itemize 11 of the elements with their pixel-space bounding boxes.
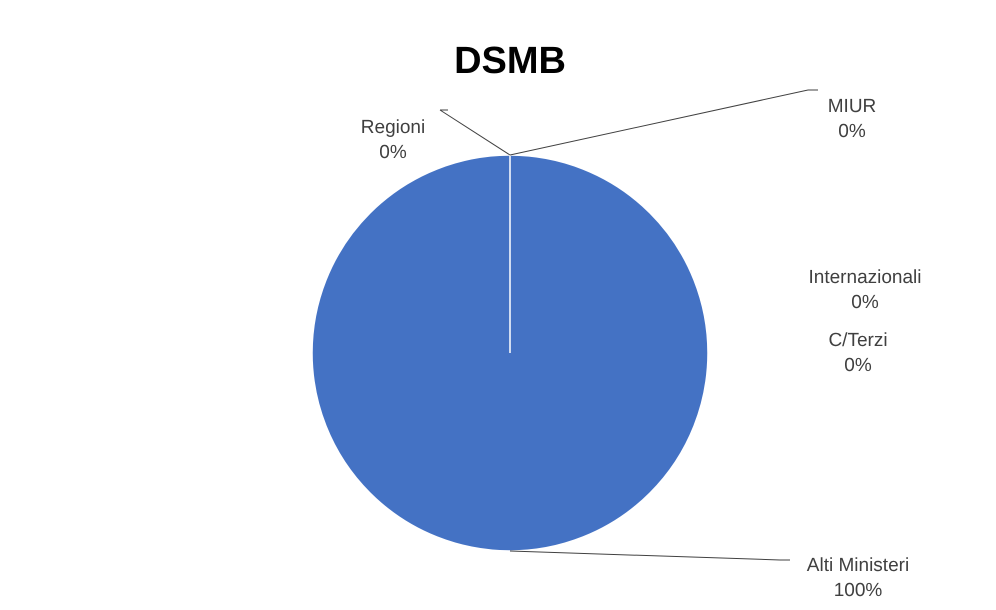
category-label: C/Terzi: [828, 330, 888, 351]
data-label: 100%: [834, 580, 882, 601]
chart-title: DSMB: [454, 40, 566, 82]
text: 0%: [838, 121, 866, 142]
legend-label: MIUR: [828, 96, 876, 117]
legend-label: Regioni: [360, 117, 426, 138]
text: 0%: [851, 292, 879, 313]
text: 0%: [379, 142, 407, 163]
category-label: Internazionali: [808, 267, 922, 288]
slice-label: Alti Ministeri: [806, 555, 910, 576]
text: 0%: [844, 355, 872, 376]
